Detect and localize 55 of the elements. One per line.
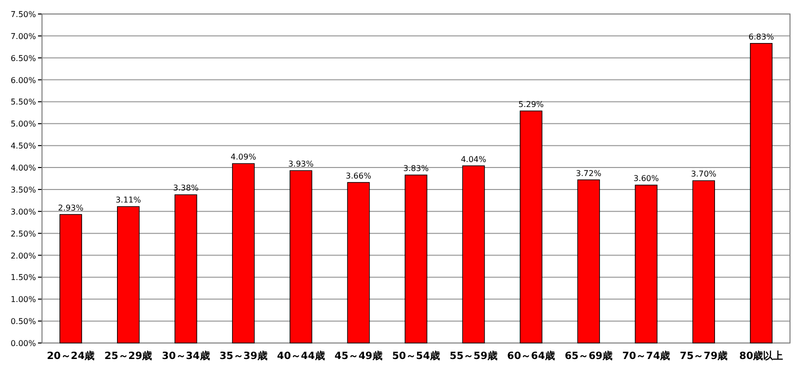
bar <box>462 165 485 344</box>
bar <box>520 110 542 344</box>
data-label: 3.83% <box>403 164 430 173</box>
y-tick-label: 4.00% <box>10 164 36 173</box>
y-tick-label: 2.50% <box>10 229 36 238</box>
x-tick-label: 70～74歳 <box>622 350 670 362</box>
data-label: 3.60% <box>633 174 660 184</box>
data-label: 4.04% <box>460 154 487 164</box>
x-tick-label: 25～29歳 <box>104 350 152 362</box>
bar <box>117 206 140 344</box>
data-label: 5.29% <box>518 100 544 109</box>
data-label: 2.93% <box>58 203 84 212</box>
bar <box>290 170 312 344</box>
x-tick-label: 40～44歳 <box>277 350 325 362</box>
x-tick-label: 75～79歳 <box>680 350 728 362</box>
y-tick-label: 6.00% <box>10 76 36 85</box>
y-tick-label: 1.50% <box>10 273 36 282</box>
y-tick-label: 5.00% <box>10 120 36 129</box>
data-label: 3.93% <box>288 160 314 169</box>
data-label: 3.11% <box>116 196 142 205</box>
y-tick-label: 5.50% <box>10 98 36 107</box>
bar <box>692 180 715 344</box>
bar <box>232 163 255 344</box>
x-tick-label: 45～49歳 <box>334 350 382 362</box>
data-label: 6.83% <box>748 32 774 42</box>
x-tick-label: 30～34歳 <box>162 350 210 362</box>
data-label: 3.70% <box>690 170 717 179</box>
data-label: 3.66% <box>346 171 372 180</box>
y-tick-label: 2.00% <box>10 251 36 260</box>
y-tick-label: 7.00% <box>10 32 36 41</box>
bar <box>59 214 82 344</box>
data-label: 3.38% <box>173 184 199 193</box>
x-tick-label: 65～69歳 <box>564 350 613 362</box>
x-tick-label: 60～64歳 <box>507 350 555 362</box>
y-tick-label: 3.50% <box>10 185 36 194</box>
y-tick-label: 0.00% <box>10 339 36 348</box>
data-label: 3.72% <box>576 168 602 178</box>
y-tick-label: 7.50% <box>10 10 36 19</box>
x-tick-label: 50～54歳 <box>392 350 440 362</box>
bar <box>577 179 600 344</box>
x-tick-label: 20～24歳 <box>46 350 95 362</box>
bar <box>634 184 658 344</box>
x-tick-label: 55～59歳 <box>450 350 498 362</box>
y-tick-label: 4.50% <box>10 142 36 151</box>
y-tick-label: 6.50% <box>10 54 36 63</box>
x-tick-label: 35～39歳 <box>219 350 268 362</box>
y-tick-label: 3.00% <box>10 207 36 216</box>
bar <box>750 43 773 344</box>
data-label: 4.09% <box>230 152 256 162</box>
bar <box>347 182 370 344</box>
bar <box>174 194 198 344</box>
x-tick-label: 80歳以上 <box>739 350 784 362</box>
y-tick-label: 1.00% <box>10 295 36 304</box>
y-tick-label: 0.50% <box>10 317 36 326</box>
bar <box>404 174 428 344</box>
